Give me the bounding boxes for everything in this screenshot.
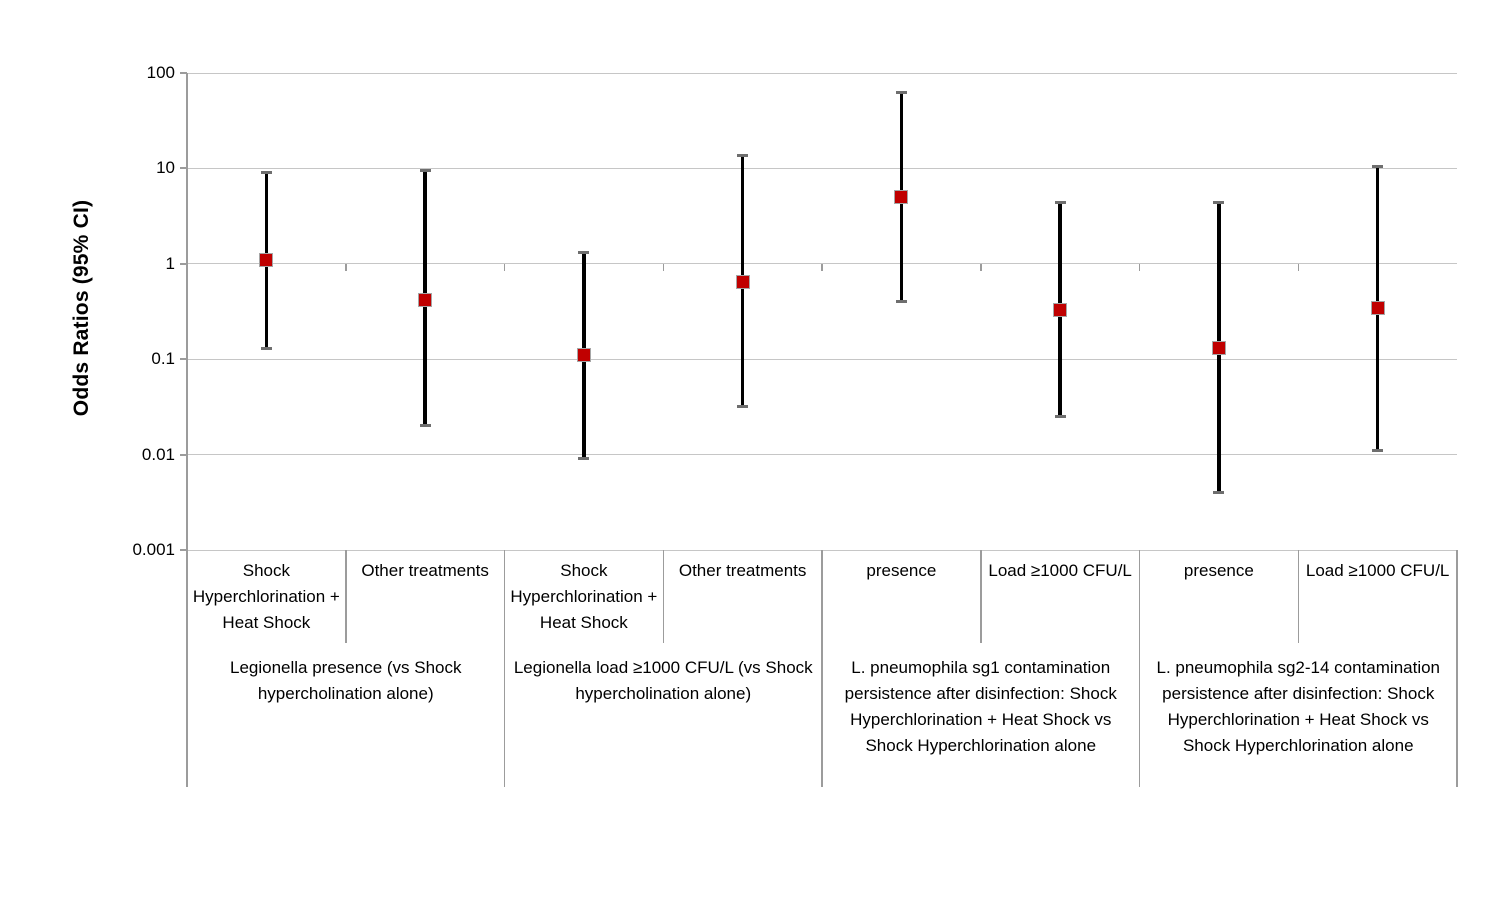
y-tick-label: 10 — [156, 158, 175, 178]
subcategory-label: Other treatments — [678, 561, 807, 580]
subcategory-label: Shock Hyperchlorination + Heat Shock — [192, 561, 340, 632]
data-point-marker — [1211, 341, 1226, 356]
subcategory-label: Load ≥1000 CFU/L — [988, 561, 1132, 580]
data-point-marker — [1370, 301, 1385, 316]
error-bar-cap-bottom — [1372, 449, 1384, 453]
subcategory-separator-line — [662, 550, 664, 643]
y-gridline — [187, 454, 1457, 456]
y-tick-label: 1 — [165, 253, 175, 273]
category-axis-tick — [821, 263, 823, 271]
subcategory-label: presence — [866, 561, 937, 580]
error-bar-cap-bottom — [578, 457, 590, 461]
error-bar-cap-bottom — [737, 404, 749, 408]
subcategory-separator-line — [345, 550, 347, 643]
y-axis-line — [186, 73, 188, 787]
y-gridline — [187, 72, 1457, 74]
y-axis-tick — [180, 167, 187, 170]
subcategory-label: Other treatments — [361, 561, 489, 580]
error-bar-cap-bottom — [260, 346, 272, 350]
error-bar-cap-top — [1372, 164, 1384, 168]
error-bar-cap-top — [1213, 200, 1225, 204]
subcategory-label: presence — [1183, 561, 1254, 580]
y-axis-tick — [180, 549, 187, 551]
y-axis-tick — [180, 358, 187, 361]
subcategory-label: Load ≥1000 CFU/L — [1305, 561, 1450, 580]
error-bar-cap-bottom — [1054, 415, 1066, 419]
subcategory-label: Shock Hyperchlorination + Heat Shock — [510, 561, 658, 632]
data-point-marker — [418, 292, 433, 307]
y-tick-label: 0.01 — [141, 444, 175, 464]
error-bar-cap-bottom — [895, 300, 907, 304]
group-separator-line — [503, 550, 506, 787]
category-axis-tick — [503, 263, 506, 271]
error-bar-cap-top — [260, 171, 272, 175]
error-bar-cap-top — [895, 90, 907, 94]
subcategory-separator-line — [1297, 550, 1299, 643]
y-tick-label: 100 — [146, 63, 175, 82]
group-label: L. pneumophila sg1 contamination persist… — [844, 658, 1117, 755]
y-gridline — [187, 358, 1457, 360]
y-tick-label: 0.001 — [132, 540, 175, 559]
error-bar-cap-top — [419, 169, 431, 173]
group-label: L. pneumophila sg2-14 contamination pers… — [1156, 658, 1441, 755]
data-point-marker — [894, 190, 909, 205]
group-separator-line — [1456, 550, 1458, 787]
error-bar-cap-top — [578, 251, 590, 255]
error-bar-cap-bottom — [1213, 491, 1225, 495]
error-bar-cap-top — [737, 154, 749, 158]
category-axis-tick — [1138, 263, 1141, 271]
data-point-marker — [735, 274, 750, 289]
category-axis-tick — [1297, 263, 1299, 271]
group-label: Legionella presence (vs Shock hypercholi… — [229, 658, 462, 703]
data-point-marker — [576, 348, 591, 363]
category-axis-tick — [662, 263, 664, 271]
data-point-marker — [1053, 302, 1068, 317]
y-axis-tick — [180, 453, 187, 456]
y-axis-tick — [180, 72, 187, 74]
error-bar-cap-bottom — [419, 424, 431, 428]
y-tick-label: 0.1 — [151, 349, 175, 369]
y-gridline — [187, 167, 1457, 169]
subcategory-separator-line — [980, 550, 982, 643]
error-bar-cap-top — [1054, 200, 1066, 204]
group-separator-line — [1138, 550, 1141, 787]
data-point-marker — [259, 252, 274, 267]
category-axis-tick — [345, 263, 347, 271]
y-axis-tick — [180, 262, 187, 265]
group-separator-line — [821, 550, 823, 787]
group-label: Legionella load ≥1000 CFU/L (vs Shock hy… — [513, 658, 813, 703]
category-axis-tick — [980, 263, 982, 271]
